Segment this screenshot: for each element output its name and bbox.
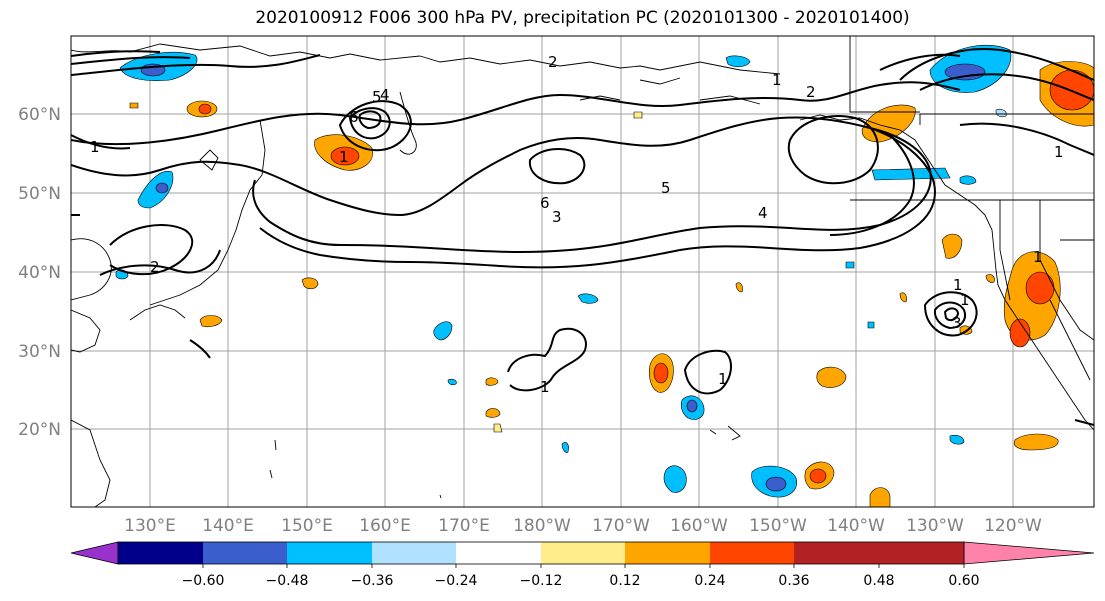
map-title: 2020100912 F006 300 hPa PV, precipitatio…	[255, 8, 910, 28]
lon-label: 120°W	[984, 516, 1042, 536]
lon-label: 130°W	[906, 516, 964, 536]
lon-label: 170°E	[438, 516, 490, 536]
colorbar-extend-high	[963, 541, 1095, 565]
contour-label: 1	[772, 71, 782, 89]
contour-label: 6	[349, 108, 359, 126]
colorbar-tick-label: 0.48	[863, 573, 894, 589]
contour-label: 1	[953, 276, 963, 294]
colorbar-swatch	[541, 542, 625, 564]
lon-label: 140°E	[202, 516, 254, 536]
contour-label: 4	[380, 86, 390, 104]
contour-label: 5	[661, 179, 671, 197]
colorbar-tick-label: −0.36	[351, 573, 394, 589]
colorbar-swatch	[118, 542, 203, 564]
contour-label: 5	[372, 88, 382, 106]
lon-label: 180°W	[513, 516, 571, 536]
pv-contours	[71, 48, 1094, 426]
lat-label: 30°N	[18, 342, 61, 362]
lat-label: 20°N	[18, 420, 61, 440]
contour-label: 1	[339, 148, 349, 166]
contour-label: 2	[806, 83, 816, 101]
lat-label: 50°N	[18, 184, 61, 204]
lon-label: 140°W	[827, 516, 885, 536]
gridlines	[71, 36, 1094, 507]
lon-label: 150°E	[281, 516, 333, 536]
colorbar-swatch	[794, 542, 879, 564]
map-frame	[70, 35, 1095, 508]
colorbar-tick-label: −0.12	[520, 573, 563, 589]
colorbar-tick-label: 0.24	[694, 573, 725, 589]
lon-label: 130°E	[124, 516, 176, 536]
contour-label: 6	[540, 194, 550, 212]
colorbar-tick-label: 0.36	[778, 573, 809, 589]
contour-label: 3	[552, 208, 562, 226]
contour-label: 1	[960, 291, 970, 309]
colorbar-swatch	[203, 542, 287, 564]
colorbar: −0.60 −0.48 −0.36 −0.24 −0.12 0.12 0.24 …	[70, 541, 1095, 589]
lon-label: 150°W	[749, 516, 807, 536]
contour-label: 1	[1054, 143, 1064, 161]
latitude-labels: 60°N 50°N 40°N 30°N 20°N	[18, 105, 61, 440]
coastlines	[71, 36, 1094, 507]
colorbar-swatch	[625, 542, 710, 564]
contour-label: 2	[150, 258, 160, 276]
colorbar-tick-label: 0.60	[948, 573, 979, 589]
lon-label: 160°W	[670, 516, 728, 536]
colorbar-swatch	[287, 542, 372, 564]
contour-label: 2	[548, 53, 558, 71]
colorbar-tick-label: −0.24	[435, 573, 478, 589]
map-area: 1 2 5 4 6 1 5 6 3 4 1 2 1 2 1 1 3 1 1 1	[71, 36, 1094, 507]
colorbar-tick-label: −0.60	[182, 573, 225, 589]
longitude-labels: 130°E 140°E 150°E 160°E 170°E 180°W 170°…	[124, 516, 1042, 536]
contour-label: 1	[718, 370, 728, 388]
colorbar-swatch	[710, 542, 794, 564]
contour-label: 1	[540, 378, 550, 396]
colorbar-tick-label: 0.12	[609, 573, 640, 589]
lon-label: 170°W	[592, 516, 650, 536]
colorbar-swatch	[372, 542, 456, 564]
contour-label: 3	[952, 314, 962, 332]
contour-label: 1	[1033, 248, 1043, 266]
colorbar-extend-low	[70, 541, 119, 565]
lon-label: 160°E	[359, 516, 411, 536]
contour-labels: 1 2 5 4 6 1 5 6 3 4 1 2 1 2 1 1 3 1 1 1	[90, 53, 1064, 396]
lat-label: 40°N	[18, 263, 61, 283]
contour-label: 1	[90, 138, 100, 156]
colorbar-tick-label: −0.48	[266, 573, 309, 589]
colorbar-swatch	[456, 542, 541, 564]
lat-label: 60°N	[18, 105, 61, 125]
contour-label: 4	[758, 204, 768, 222]
precip-shading	[115, 44, 1094, 507]
colorbar-swatch	[879, 542, 964, 564]
